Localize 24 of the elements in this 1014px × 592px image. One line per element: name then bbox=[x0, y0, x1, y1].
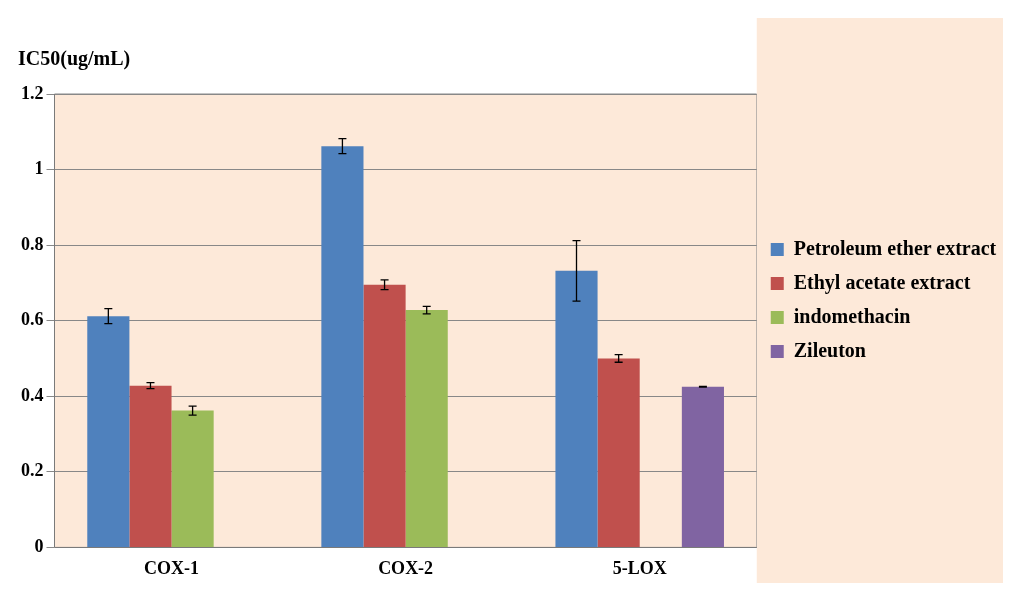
y-tick-label: 0.8 bbox=[21, 233, 44, 254]
y-tick-label: 1 bbox=[34, 158, 44, 179]
bar bbox=[363, 284, 406, 547]
bar bbox=[555, 270, 598, 547]
x-tick-label: COX-2 bbox=[378, 557, 434, 578]
legend-label: Ethyl acetate extract bbox=[793, 270, 971, 294]
x-tick-label: 5-LOX bbox=[612, 557, 667, 578]
bar bbox=[321, 146, 364, 547]
y-tick-label: 0.4 bbox=[21, 384, 44, 405]
bar bbox=[681, 386, 724, 547]
bar bbox=[597, 358, 640, 547]
legend-label: indomethacin bbox=[793, 304, 911, 327]
bar bbox=[405, 310, 448, 547]
y-tick-label: 0 bbox=[34, 536, 44, 557]
legend-label: Petroleum ether extract bbox=[793, 236, 997, 259]
legend-label: Zileuton bbox=[793, 338, 866, 361]
y-tick-label: 1.2 bbox=[21, 82, 44, 103]
x-tick-label: COX-1 bbox=[144, 557, 200, 578]
bar bbox=[129, 385, 172, 547]
y-tick-label: 0.6 bbox=[21, 309, 44, 330]
bar bbox=[87, 316, 130, 547]
bar bbox=[171, 410, 214, 547]
y-tick-label: 0.2 bbox=[21, 460, 44, 481]
chart-title: IC50(ug/mL) bbox=[18, 47, 131, 71]
